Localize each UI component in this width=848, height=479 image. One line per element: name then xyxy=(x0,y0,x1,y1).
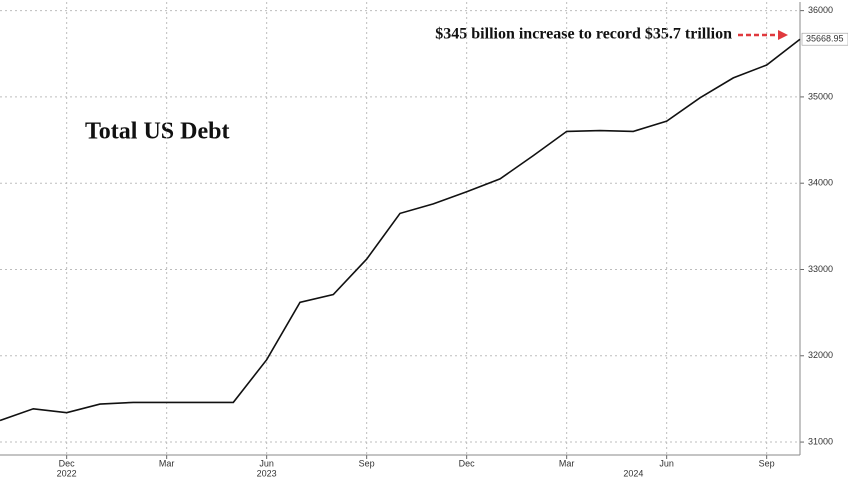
y-tick-label: 36000 xyxy=(808,5,833,15)
last-value-box xyxy=(801,32,848,46)
x-tick-label: Dec xyxy=(459,458,476,468)
year-label: 2023 xyxy=(257,468,277,478)
x-tick-label: Jun xyxy=(259,458,274,468)
x-tick-label: Sep xyxy=(359,458,375,468)
y-tick-label: 32000 xyxy=(808,350,833,360)
annotation: $345 billion increase to record $35.7 tr… xyxy=(435,26,732,43)
x-tick-label: Mar xyxy=(159,458,175,468)
y-tick-label: 34000 xyxy=(808,178,833,188)
y-tick-label: 31000 xyxy=(808,436,833,446)
annotation-arrowhead xyxy=(778,30,788,40)
year-label: 2024 xyxy=(623,468,643,478)
x-tick-label: Jun xyxy=(659,458,674,468)
last-value-label: 35668.95 xyxy=(806,34,844,44)
y-tick-label: 33000 xyxy=(808,264,833,274)
data-line xyxy=(0,38,801,422)
x-tick-label: Mar xyxy=(559,458,575,468)
y-tick-label: 35000 xyxy=(808,91,833,101)
year-label: 2022 xyxy=(57,468,77,478)
chart-title: Total US Debt xyxy=(85,119,229,145)
x-tick-label: Sep xyxy=(759,458,775,468)
x-tick-label: Dec xyxy=(59,458,76,468)
